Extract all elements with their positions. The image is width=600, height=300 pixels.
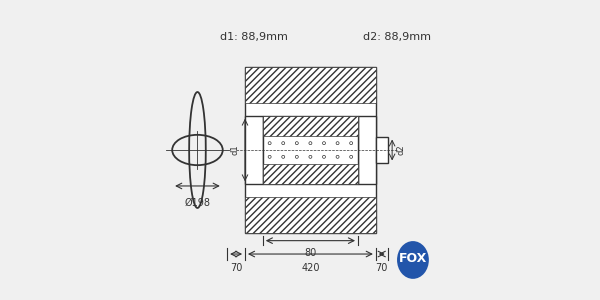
Text: d2: d2	[397, 145, 406, 155]
Bar	[245, 67, 376, 233]
Bar	[376, 136, 388, 164]
Bar	[245, 67, 376, 104]
Bar	[263, 164, 358, 184]
Text: FOX: FOX	[399, 252, 427, 265]
Text: Ø198: Ø198	[184, 198, 211, 208]
Bar	[245, 196, 376, 233]
Bar	[263, 116, 358, 136]
Text: 420: 420	[301, 263, 320, 273]
Text: 70: 70	[230, 263, 242, 273]
Text: d2: 88,9mm: d2: 88,9mm	[362, 32, 431, 42]
Text: 70: 70	[376, 263, 388, 273]
Text: d1: d1	[230, 145, 239, 155]
Text: d1: 88,9mm: d1: 88,9mm	[220, 32, 288, 42]
Bar	[245, 116, 263, 184]
Ellipse shape	[398, 242, 428, 278]
Bar	[358, 116, 376, 184]
Text: 80: 80	[304, 248, 317, 258]
Bar	[263, 116, 358, 184]
